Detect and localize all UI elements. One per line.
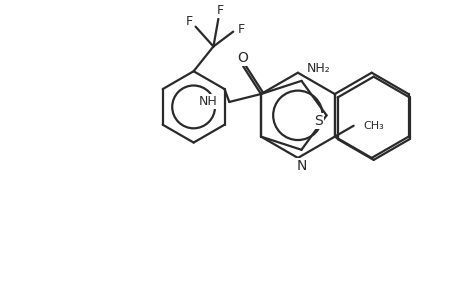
Text: NH₂: NH₂	[306, 62, 330, 76]
Text: N: N	[296, 159, 306, 173]
Text: F: F	[186, 15, 193, 28]
Text: NH: NH	[198, 95, 217, 108]
Text: O: O	[237, 51, 248, 65]
Text: S: S	[313, 114, 322, 128]
Text: F: F	[237, 23, 244, 36]
Text: CH₃: CH₃	[363, 121, 383, 131]
Text: F: F	[216, 4, 224, 17]
